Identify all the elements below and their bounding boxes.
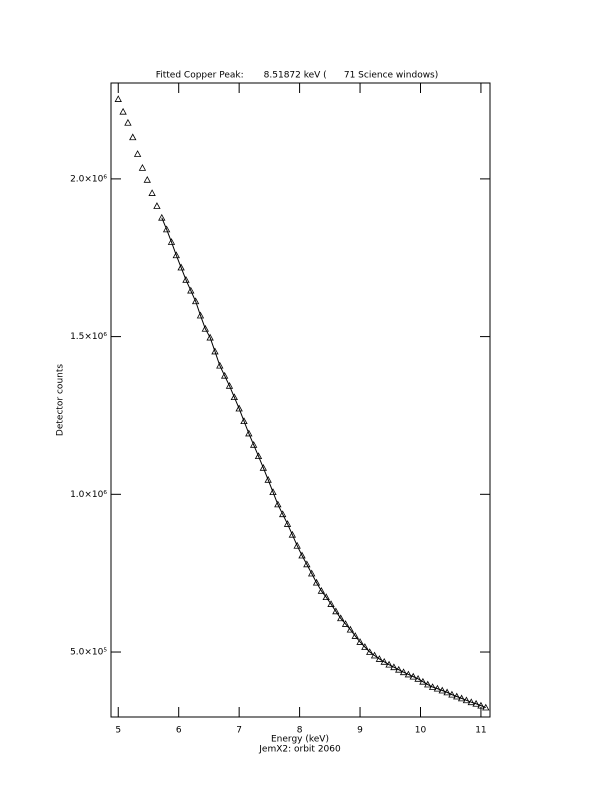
data-point [293, 541, 301, 549]
data-point [278, 510, 287, 518]
data-point [366, 648, 374, 655]
data-point [259, 463, 267, 471]
data-point [153, 202, 161, 209]
data-point [196, 311, 205, 319]
y-tick-label: 5.0×10⁵ [70, 648, 107, 658]
data-point [133, 150, 142, 157]
data-point [269, 488, 277, 496]
data-point [216, 361, 224, 369]
x-tick-label: 9 [357, 726, 363, 736]
y-tick-label: 1.0×10⁶ [70, 490, 107, 500]
data-point [327, 600, 335, 607]
data-point [124, 118, 132, 126]
data-point [274, 500, 282, 508]
data-point [337, 614, 345, 622]
data-point [158, 213, 166, 221]
data-point [201, 324, 209, 332]
data-point [298, 551, 306, 559]
data-point [220, 371, 229, 379]
data-point [129, 133, 137, 141]
data-point [380, 657, 388, 665]
y-axis-label: Detector counts [56, 364, 66, 436]
chart-title: Fitted Copper Peak: 8.51872 keV ( 71 Sci… [156, 71, 439, 81]
data-point [419, 677, 427, 685]
data-point [356, 638, 364, 645]
data-point [148, 189, 156, 196]
data-point [143, 175, 151, 183]
plot-frame [110, 82, 491, 718]
x-tick-label: 7 [236, 726, 242, 736]
data-point [225, 381, 234, 389]
data-point [303, 560, 311, 568]
data-point [375, 655, 384, 662]
x-tick-label: 10 [415, 726, 427, 736]
x-axis-sublabel: JemX2: orbit 2060 [258, 745, 341, 755]
fit-line [161, 217, 486, 709]
data-point [182, 275, 190, 283]
data-point [191, 297, 200, 305]
data-point [264, 475, 272, 483]
data-point [245, 429, 253, 437]
data-point [172, 251, 180, 259]
y-tick-label: 2.0×10⁶ [70, 174, 107, 184]
data-point [240, 417, 248, 425]
x-tick-label: 11 [475, 726, 486, 736]
x-tick-label: 5 [115, 726, 121, 736]
data-point [254, 452, 263, 460]
data-point [283, 520, 292, 527]
data-point [312, 578, 321, 586]
data-point [162, 225, 171, 233]
data-point [370, 651, 379, 659]
data-point [138, 164, 147, 171]
y-tick-label: 1.5×10⁶ [70, 332, 107, 342]
data-point [230, 393, 238, 401]
data-point [332, 607, 340, 615]
data-point [235, 404, 243, 412]
data-point [119, 107, 127, 115]
data-point [322, 593, 330, 601]
data-point [351, 632, 359, 639]
x-tick-label: 8 [297, 726, 303, 736]
data-point [206, 333, 214, 341]
data-point [177, 263, 185, 271]
data-point [288, 530, 297, 538]
data-point [385, 660, 393, 668]
x-axis-label: Energy (keV) [271, 735, 329, 745]
data-point [187, 286, 195, 294]
data-point [308, 569, 316, 577]
data-point [114, 95, 122, 102]
data-point [167, 238, 176, 245]
data-point [424, 680, 432, 688]
data-point [317, 586, 326, 594]
data-point [346, 625, 355, 633]
data-point [361, 643, 369, 650]
x-tick-label: 6 [176, 726, 182, 736]
data-point [249, 440, 258, 448]
data-point [341, 620, 350, 627]
data-point [211, 347, 219, 355]
